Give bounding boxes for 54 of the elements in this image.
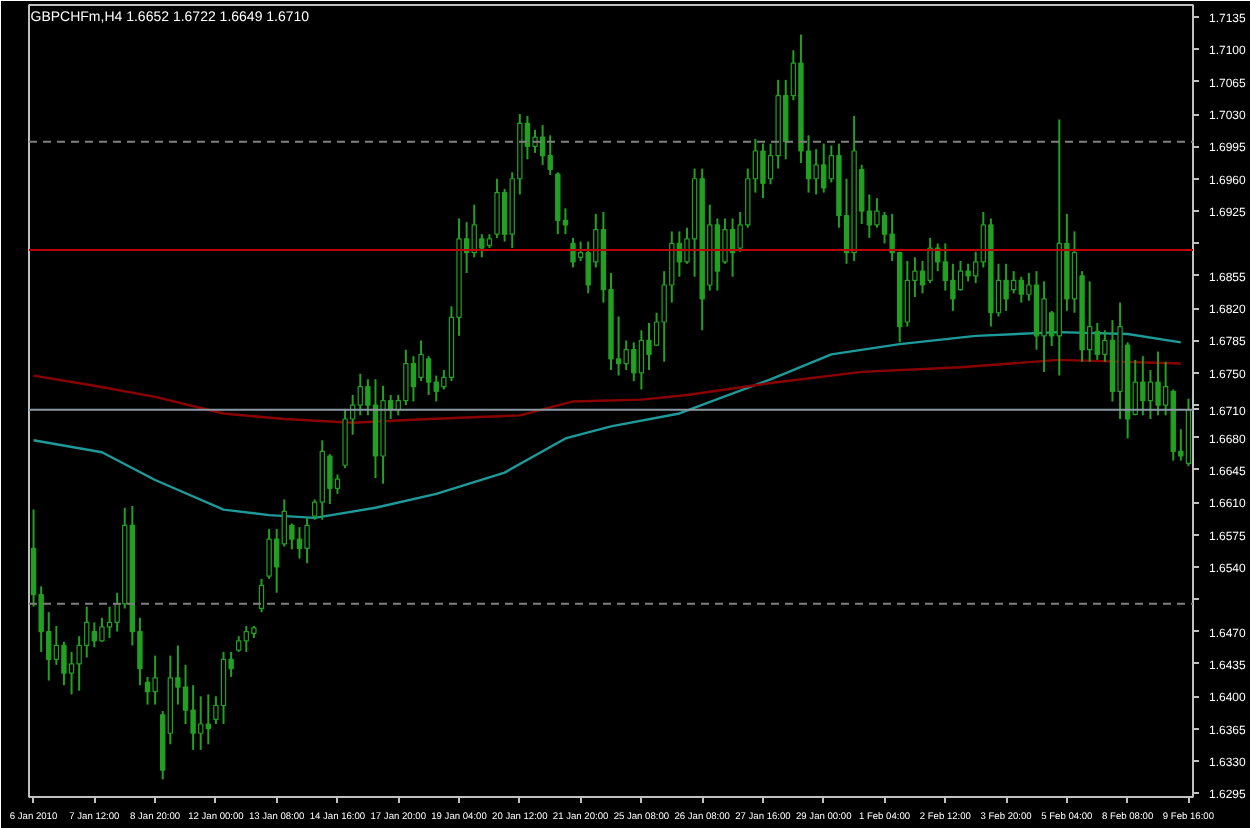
candlestick (1003, 262, 1009, 312)
candlestick (106, 605, 113, 640)
candlestick (99, 616, 105, 643)
candlestick (1094, 321, 1100, 361)
candlestick (957, 259, 964, 292)
candlestick (266, 528, 272, 580)
candlestick (813, 148, 819, 196)
candlestick (1018, 275, 1024, 304)
candlestick (927, 236, 933, 285)
candlestick (1041, 280, 1047, 373)
candlestick (296, 526, 303, 560)
candlestick (243, 625, 249, 653)
candlestick (53, 625, 60, 666)
candlestick (91, 621, 98, 649)
candlestick (114, 591, 120, 633)
candlestick (342, 407, 348, 469)
candlestick (410, 355, 417, 403)
candlestick (1155, 350, 1161, 417)
candlestick (638, 329, 645, 391)
candlestick (570, 236, 576, 269)
candlestick (68, 650, 75, 696)
candlestick (258, 577, 265, 614)
candlestick (881, 211, 888, 245)
candlestick (821, 142, 827, 194)
candlestick (950, 262, 956, 312)
candlestick (152, 654, 158, 706)
candlestick (403, 348, 409, 407)
candlestick (425, 355, 432, 396)
candlestick (198, 695, 204, 751)
candlestick (1140, 355, 1146, 417)
candlestick (304, 516, 310, 565)
candlestick (904, 259, 911, 328)
candlestick (1011, 270, 1017, 295)
candlestick (555, 171, 561, 236)
candlestick (760, 142, 766, 200)
line-series (32, 358, 1183, 424)
candlestick (646, 321, 652, 372)
candlestick (722, 217, 728, 265)
candlestick (84, 605, 90, 659)
candlestick (61, 640, 67, 687)
candlestick (418, 339, 424, 383)
candlestick (205, 693, 211, 746)
candlestick (144, 675, 151, 706)
line-series (32, 330, 1183, 520)
candlestick (220, 650, 227, 725)
candlestick (357, 372, 363, 417)
candlestick (1147, 369, 1154, 421)
candlestick (1086, 280, 1093, 363)
candlestick (494, 177, 500, 239)
candlestick (631, 341, 637, 383)
candlestick (874, 197, 880, 229)
candlestick (327, 453, 333, 506)
candlestick (942, 242, 948, 292)
candlestick (714, 217, 721, 292)
